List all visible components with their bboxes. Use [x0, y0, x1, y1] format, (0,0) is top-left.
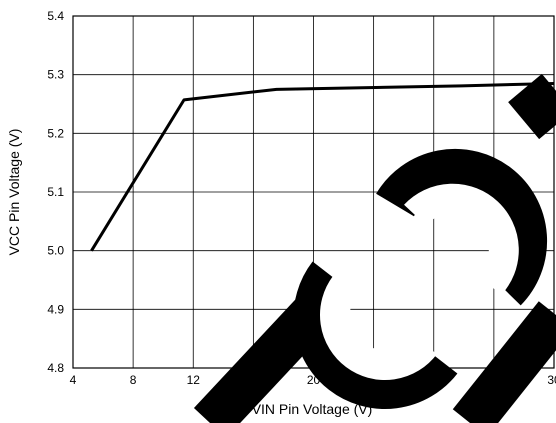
watermark-stroke	[508, 73, 556, 140]
y-tick-label: 5.1	[47, 185, 64, 199]
y-tick-label: 4.8	[47, 361, 64, 375]
y-tick-label: 4.9	[47, 302, 64, 316]
x-tick-label: 12	[187, 373, 201, 387]
y-tick-label: 5.2	[47, 126, 64, 140]
watermark-stroke	[193, 284, 342, 423]
series-line	[90, 81, 555, 252]
watermark-stroke	[452, 301, 556, 423]
y-tick-label: 5.3	[47, 68, 64, 82]
x-axis-label: VIN Pin Voltage (V)	[252, 401, 373, 417]
series-layer	[90, 81, 555, 252]
watermark-stroke	[376, 148, 548, 306]
y-axis-label: VCC Pin Voltage (V)	[6, 129, 22, 256]
x-tick-label: 8	[130, 373, 137, 387]
y-tick-label: 5.4	[47, 9, 64, 23]
watermark	[193, 73, 556, 423]
y-tick-labels: 4.8 4.9 5.0 5.1 5.2 5.3 5.4	[47, 9, 64, 375]
watermark-gap	[404, 183, 519, 296]
x-tick-label: 30	[547, 373, 556, 387]
watermark-gap	[320, 276, 437, 380]
x-tick-label: 4	[70, 373, 77, 387]
y-tick-label: 5.0	[47, 244, 64, 258]
